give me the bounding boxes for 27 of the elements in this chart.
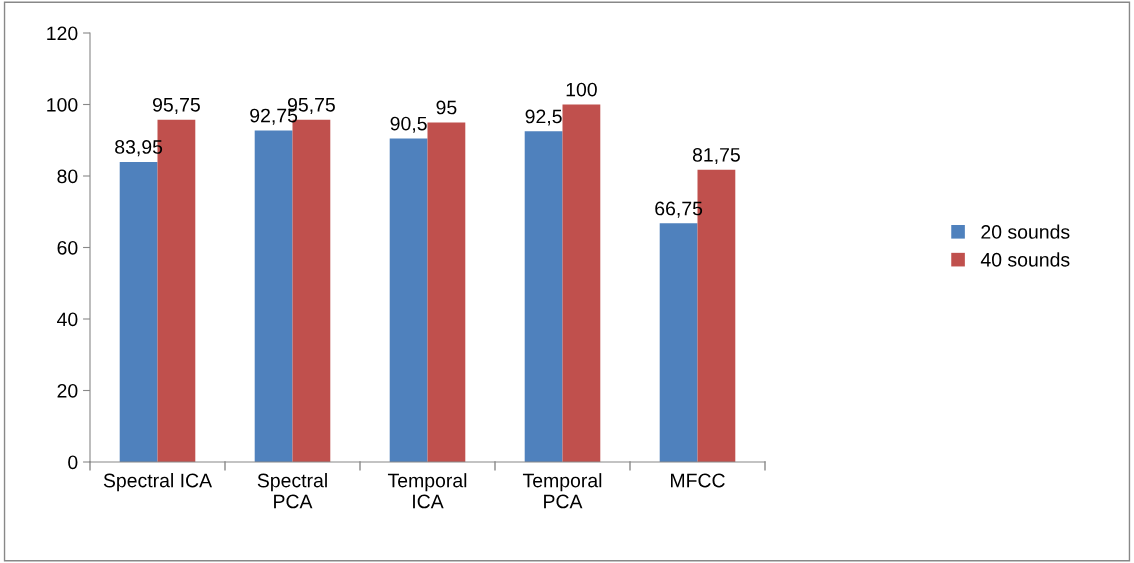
legend-label: 40 sounds (980, 252, 1070, 267)
y-tick-label: 20 (57, 383, 78, 398)
y-tick-label: 60 (57, 240, 78, 255)
legend-label: 20 sounds (981, 224, 1070, 239)
y-tick-label: 40 (57, 312, 78, 327)
bar (659, 223, 698, 462)
y-tick-label: 80 (57, 169, 78, 184)
x-tick-label: Temporal ICA (387, 473, 467, 509)
data-label: 81,75 (692, 147, 740, 165)
bar (389, 138, 428, 462)
data-label: 100 (566, 82, 597, 97)
x-tick-label: MFCC (671, 473, 725, 488)
data-label: 95,75 (152, 97, 200, 114)
data-label: 92,5 (525, 109, 562, 126)
data-label: 90,5 (390, 116, 427, 133)
bar (119, 161, 158, 462)
bar (254, 130, 293, 462)
x-tick-label: Spectral ICA (103, 473, 213, 492)
y-tick-label: 120 (47, 26, 78, 41)
bar (427, 122, 466, 462)
y-tick-label: 100 (47, 97, 78, 112)
y-tick-label: 0 (68, 455, 78, 470)
x-tick-label: Temporal PCA (522, 473, 602, 509)
bar (524, 131, 563, 462)
data-label: 95 (436, 100, 457, 115)
bar (562, 104, 601, 462)
x-tick-label: Spectral PCA (257, 473, 327, 509)
